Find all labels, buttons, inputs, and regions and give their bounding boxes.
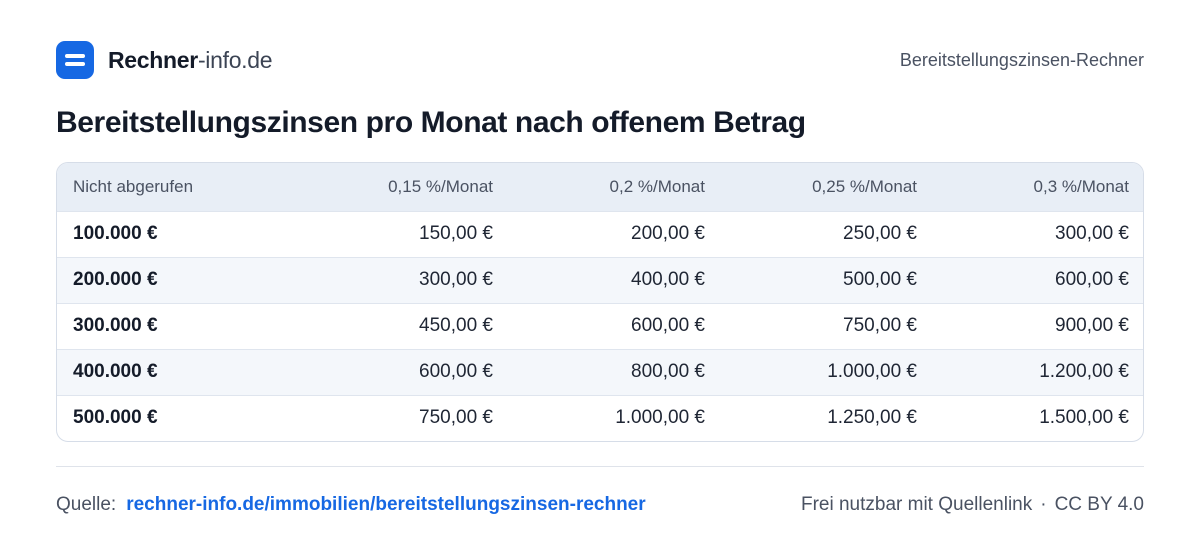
table-row: 200.000 € 300,00 € 400,00 € 500,00 € 600… bbox=[57, 257, 1143, 303]
brand-name-bold: Rechner bbox=[108, 46, 198, 73]
table-row: 400.000 € 600,00 € 800,00 € 1.000,00 € 1… bbox=[57, 349, 1143, 395]
table-cell: 500,00 € bbox=[843, 269, 917, 290]
table-cell: 750,00 € bbox=[419, 407, 493, 429]
logo-bar-top bbox=[65, 54, 85, 58]
license-info: Frei nutzbar mit Quellenlink · CC BY 4.0 bbox=[801, 494, 1144, 516]
table-row: 300.000 € 450,00 € 600,00 € 750,00 € 900… bbox=[57, 303, 1143, 349]
table-row: 500.000 € 750,00 € 1.000,00 € 1.250,00 €… bbox=[57, 395, 1143, 441]
rates-table-container: Nicht abgerufen 0,15 %/Monat 0,2 %/Monat… bbox=[56, 162, 1144, 442]
calculator-name: Bereitstellungszinsen-Rechner bbox=[899, 49, 1144, 70]
page-title: Bereitstellungszinsen pro Monat nach off… bbox=[56, 106, 806, 139]
source: Quelle: rechner-info.de/immobilien/bereit… bbox=[56, 494, 646, 516]
usage-note: Frei nutzbar mit Quellenlink bbox=[800, 494, 1033, 515]
logo-bar-bottom bbox=[65, 62, 85, 66]
table-cell: 1.250,00 € bbox=[827, 407, 917, 429]
license-label: CC BY 4.0 bbox=[1054, 494, 1144, 515]
rates-table: Nicht abgerufen 0,15 %/Monat 0,2 %/Monat… bbox=[57, 163, 1143, 441]
column-header: Nicht abgerufen bbox=[73, 176, 194, 196]
table-row: 100.000 € 150,00 € 200,00 € 250,00 € 300… bbox=[57, 211, 1143, 257]
table-cell: 450,00 € bbox=[419, 315, 493, 336]
column-header: 0,3 %/Monat bbox=[1033, 176, 1129, 196]
equals-icon bbox=[56, 41, 94, 79]
table-cell: 200,00 € bbox=[631, 223, 705, 244]
table-cell: 300,00 € bbox=[419, 269, 493, 290]
source-link[interactable]: rechner-info.de/immobilien/bereitstellun… bbox=[126, 494, 646, 515]
table-cell-amount: 100.000 € bbox=[73, 223, 158, 244]
table-cell: 250,00 € bbox=[843, 223, 917, 244]
footer-divider bbox=[56, 466, 1144, 467]
table-cell: 750,00 € bbox=[843, 315, 917, 336]
separator: · bbox=[1040, 494, 1047, 515]
table-cell: 300,00 € bbox=[1055, 223, 1129, 244]
column-header: 0,25 %/Monat bbox=[812, 176, 917, 196]
table-cell: 800,00 € bbox=[631, 361, 705, 382]
table-cell: 1.500,00 € bbox=[1039, 407, 1129, 429]
table-cell-amount: 300.000 € bbox=[73, 315, 158, 336]
source-label: Quelle: bbox=[56, 494, 117, 515]
brand-name-light: -info.de bbox=[197, 46, 273, 73]
table-cell: 900,00 € bbox=[1055, 315, 1129, 336]
table-cell-amount: 500.000 € bbox=[73, 407, 158, 429]
table-cell: 600,00 € bbox=[419, 361, 493, 382]
column-header: 0,15 %/Monat bbox=[388, 176, 493, 196]
brand[interactable]: Rechner-info.de bbox=[56, 41, 273, 79]
column-header: 0,2 %/Monat bbox=[609, 176, 705, 196]
table-cell: 400,00 € bbox=[631, 269, 705, 290]
table-cell: 1.200,00 € bbox=[1039, 361, 1129, 382]
table-header-row: Nicht abgerufen 0,15 %/Monat 0,2 %/Monat… bbox=[57, 163, 1143, 211]
footer: Quelle: rechner-info.de/immobilien/bereit… bbox=[56, 490, 1144, 520]
table-cell-amount: 400.000 € bbox=[73, 361, 158, 382]
table-cell: 600,00 € bbox=[1055, 269, 1129, 290]
table-cell: 150,00 € bbox=[419, 223, 493, 244]
table-cell: 1.000,00 € bbox=[615, 407, 705, 429]
header: Rechner-info.de Bereitstellungszinsen-Re… bbox=[56, 40, 1144, 80]
table-cell: 1.000,00 € bbox=[827, 361, 917, 382]
table-cell: 600,00 € bbox=[631, 315, 705, 336]
brand-name: Rechner-info.de bbox=[108, 46, 273, 74]
table-cell-amount: 200.000 € bbox=[73, 269, 158, 290]
